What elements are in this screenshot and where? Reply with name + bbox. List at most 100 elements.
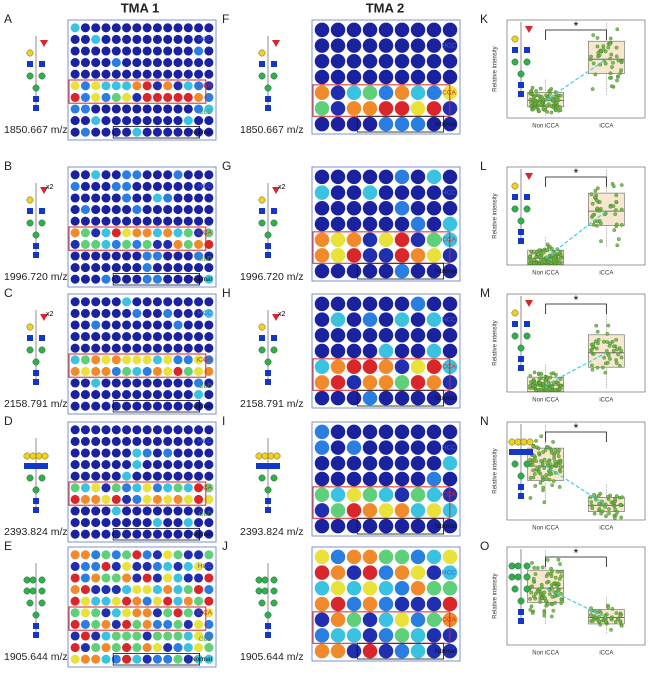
hexose (32, 358, 40, 366)
sample-dot (593, 339, 598, 344)
tissue-spot (314, 628, 330, 643)
sample-dot (537, 371, 541, 376)
tissue-spot (122, 550, 132, 560)
tma1-header: TMA 1 (121, 0, 160, 15)
tissue-spot (346, 54, 362, 69)
glcnac (27, 335, 33, 341)
tissue-spot (163, 34, 173, 44)
tissue-spot (101, 308, 111, 318)
tissue-spot (91, 573, 101, 583)
hexose (258, 72, 266, 80)
sample-dot (615, 27, 620, 32)
sample-dot (601, 44, 606, 48)
tissue-spot (442, 185, 458, 200)
tissue-spot (183, 596, 193, 606)
tissue-spot (163, 401, 173, 411)
tissue-spot (80, 181, 90, 191)
sample-dot (542, 590, 547, 595)
tissue-spot (111, 239, 121, 249)
x-tick-label: Non iCCA (532, 271, 559, 277)
tissue-spot (142, 34, 152, 44)
region-label: Normal (435, 268, 457, 275)
sample-dot (537, 464, 542, 469)
tissue-spot (394, 518, 410, 534)
tissue-spot (173, 631, 183, 641)
tissue-spot (173, 251, 183, 261)
sample-dot (597, 507, 602, 511)
tissue-spot (91, 366, 101, 376)
tissue-spot (132, 205, 142, 215)
sample-dot (555, 380, 559, 384)
tissue-spot (122, 23, 132, 33)
tissue-spot (163, 58, 173, 68)
tissue-spot (132, 550, 142, 560)
tissue-spot (442, 390, 458, 406)
tissue-spot (163, 596, 173, 606)
tissue-spot (426, 628, 442, 643)
fucose (40, 187, 48, 194)
sample-dot (548, 245, 552, 249)
tissue-spot (101, 390, 111, 400)
sample-dot (538, 255, 543, 259)
tissue-spot (80, 378, 90, 388)
sample-dot (591, 61, 596, 66)
glcnac (524, 194, 530, 200)
hexose (261, 576, 269, 584)
tissue-spot (346, 628, 362, 643)
sample-dot (546, 602, 550, 607)
tissue-spot (173, 436, 183, 446)
tissue-spot (204, 643, 214, 653)
tissue-spot (204, 251, 214, 261)
tissue-spot (80, 585, 90, 595)
sample-dot (608, 71, 613, 76)
x-tick-label: iCCA (599, 124, 613, 130)
tissue-spot (426, 359, 442, 374)
sample-dot (590, 363, 594, 368)
hexose (261, 587, 269, 595)
panel-letter: G (222, 159, 231, 173)
tissue-spot (394, 296, 410, 312)
tissue-spot (70, 216, 80, 226)
sample-dot (545, 248, 550, 252)
sample-dot (546, 256, 551, 261)
sample-dot (541, 478, 545, 483)
normal-box (112, 528, 200, 541)
sample-dot (531, 383, 535, 387)
tissue-spot (314, 487, 330, 502)
tissue-spot (173, 654, 183, 664)
sample-dot (551, 256, 556, 260)
sample-dot (605, 360, 610, 365)
tissue-spot (91, 494, 101, 504)
hexose (508, 573, 516, 581)
glcnac (265, 507, 271, 513)
tissue-spot (152, 228, 162, 238)
sample-dot (541, 385, 546, 390)
tissue-spot (194, 58, 204, 68)
tissue-spot (346, 565, 362, 580)
region-label: Normal (435, 648, 457, 655)
tissue-spot (194, 483, 204, 493)
tissue-spot (346, 471, 362, 487)
tissue-spot (330, 85, 346, 100)
tissue-spot (152, 366, 162, 376)
tissue-spot (346, 312, 362, 327)
tissue-spot (152, 46, 162, 56)
tissue-spot (330, 38, 346, 53)
hexose (511, 35, 519, 43)
tissue-spot (173, 297, 183, 307)
sample-dot (558, 105, 562, 109)
tissue-spot (346, 487, 362, 502)
tissue-spot (80, 170, 90, 180)
significance: * (574, 166, 579, 180)
tissue-spot (163, 561, 173, 571)
tissue-spot (101, 23, 111, 33)
tissue-spot (163, 378, 173, 388)
tissue-spot (70, 92, 80, 102)
tissue-spot (152, 355, 162, 365)
tissue-spot (410, 343, 426, 359)
tissue-spot (91, 104, 101, 114)
tissue-spot (70, 104, 80, 114)
tissue-spot (80, 561, 90, 571)
tissue-spot (142, 332, 152, 342)
sample-dot (606, 323, 611, 328)
